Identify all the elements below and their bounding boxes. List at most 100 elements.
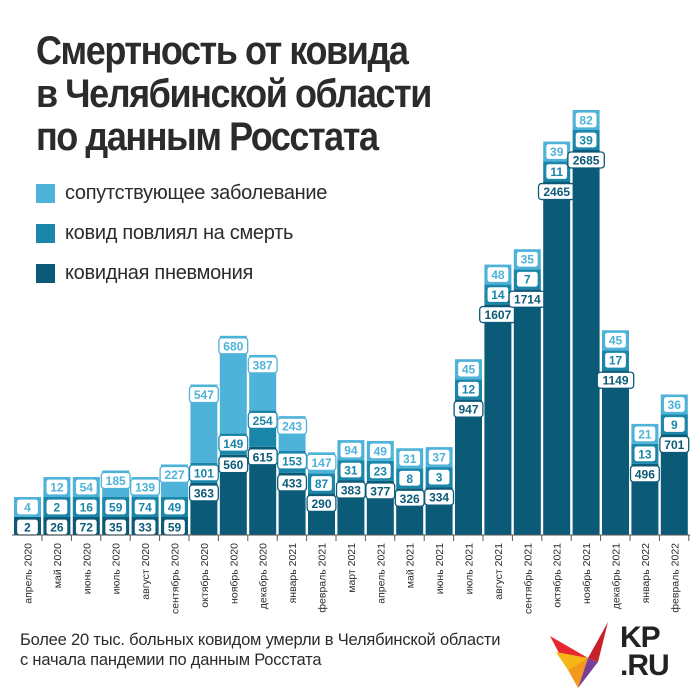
label-contributed-14: 3 xyxy=(436,471,443,485)
label-contributed-11: 31 xyxy=(344,464,358,478)
legend-item-comorbidity: сопутствующее заболевание xyxy=(36,180,327,206)
x-tick-label-4: август 2020 xyxy=(140,543,152,600)
label-contributed-6-box xyxy=(188,464,219,482)
label-comorbidity-13-box xyxy=(398,449,422,467)
label-pneumonia-19-box xyxy=(567,151,605,169)
label-contributed-1-box xyxy=(45,498,69,516)
bar-pneumonia-20 xyxy=(602,370,629,535)
label-pneumonia-6-box xyxy=(188,484,219,502)
label-contributed-20: 17 xyxy=(609,354,623,368)
label-contributed-1: 2 xyxy=(54,501,61,515)
x-tick-label-10: февраль 2021 xyxy=(317,543,329,613)
x-tick-label-0: апрель 2020 xyxy=(23,543,35,604)
bird-logo-icon xyxy=(550,622,608,688)
label-pneumonia-5: 59 xyxy=(168,521,182,535)
label-comorbidity-18-box xyxy=(545,142,569,161)
label-comorbidity-20: 45 xyxy=(609,334,623,348)
label-comorbidity-6-box xyxy=(188,385,219,404)
label-comorbidity-13: 31 xyxy=(403,452,417,466)
label-contributed-15-box xyxy=(456,380,481,398)
x-tick-label-15: июль 2021 xyxy=(464,543,476,595)
label-contributed-15: 12 xyxy=(462,383,476,397)
x-tick-label-7: ноябрь 2020 xyxy=(228,543,240,604)
label-contributed-2: 16 xyxy=(80,501,94,515)
label-contributed-20-box xyxy=(603,351,628,369)
label-contributed-18: 11 xyxy=(550,165,563,179)
label-pneumonia-9-box xyxy=(277,474,308,492)
label-comorbidity-21-box xyxy=(633,425,657,443)
label-comorbidity-2-box xyxy=(74,478,98,496)
logo-line-2: .RU xyxy=(620,649,670,682)
label-contributed-12: 23 xyxy=(374,464,388,478)
label-pneumonia-8: 615 xyxy=(253,450,273,464)
x-tick-label-19: ноябрь 2021 xyxy=(581,543,593,604)
label-pneumonia-10: 290 xyxy=(311,497,331,511)
label-pneumonia-17: 1714 xyxy=(514,293,541,307)
label-comorbidity-1: 12 xyxy=(50,481,64,495)
x-tick-label-9: январь 2021 xyxy=(287,543,299,604)
x-tick-label-2: июнь 2020 xyxy=(81,543,93,594)
x-tick-label-21: январь 2022 xyxy=(640,543,652,604)
x-tick-label-3: июль 2020 xyxy=(111,543,123,595)
label-pneumonia-21-box xyxy=(629,465,660,483)
legend-swatch-covid-contributed xyxy=(36,223,55,243)
label-pneumonia-18: 2465 xyxy=(543,185,570,199)
label-comorbidity-22: 36 xyxy=(668,398,682,412)
label-contributed-8: 254 xyxy=(253,414,273,428)
label-comorbidity-8-box xyxy=(247,356,278,374)
label-contributed-22: 9 xyxy=(671,418,678,432)
x-tick-label-22: февраль 2022 xyxy=(669,543,681,613)
label-contributed-12-box xyxy=(368,462,392,480)
label-comorbidity-20-box xyxy=(603,331,628,349)
label-comorbidity-11: 94 xyxy=(344,444,358,458)
label-pneumonia-16: 1607 xyxy=(485,308,512,322)
label-pneumonia-21: 496 xyxy=(635,467,655,481)
label-contributed-13-box xyxy=(398,469,422,487)
label-contributed-7-box xyxy=(218,434,249,452)
label-comorbidity-16: 48 xyxy=(491,268,505,282)
label-pneumonia-7: 560 xyxy=(223,458,243,472)
label-contributed-14-box xyxy=(427,468,451,486)
label-comorbidity-8: 387 xyxy=(253,358,273,372)
legend-swatch-covid-pneumonia xyxy=(36,263,55,283)
label-pneumonia-6: 363 xyxy=(194,486,214,500)
label-comorbidity-5: 227 xyxy=(164,468,184,482)
footnote-line-2: с начала пандемии по данным Росстата xyxy=(20,651,322,669)
x-tick-label-8: декабрь 2020 xyxy=(258,543,270,609)
label-comorbidity-7: 680 xyxy=(223,339,243,353)
label-comorbidity-3: 185 xyxy=(106,474,126,488)
title-line-2: в Челябинской области xyxy=(36,72,432,116)
label-comorbidity-12: 49 xyxy=(374,444,388,458)
label-pneumonia-15-box xyxy=(453,400,484,418)
label-contributed-4: 74 xyxy=(138,501,152,515)
label-comorbidity-9: 243 xyxy=(282,420,302,434)
bar-pneumonia-16 xyxy=(484,304,512,535)
label-comorbidity-19-box xyxy=(574,111,598,129)
legend-item-covid-contributed: ковид повлиял на смерть xyxy=(36,220,293,246)
x-tick-label-16: август 2021 xyxy=(493,543,505,600)
footnote: Более 20 тыс. больных ковидом умерли в Ч… xyxy=(20,630,540,670)
label-contributed-21: 13 xyxy=(638,447,652,461)
label-contributed-13: 8 xyxy=(406,472,413,486)
label-contributed-10-box xyxy=(309,474,334,493)
label-pneumonia-7-box xyxy=(218,456,249,474)
label-contributed-3-box xyxy=(104,498,128,516)
label-contributed-9: 153 xyxy=(282,454,302,468)
label-comorbidity-14-box xyxy=(427,448,451,466)
label-pneumonia-3: 35 xyxy=(109,521,123,535)
label-comorbidity-4-box xyxy=(130,478,161,496)
label-pneumonia-20: 1149 xyxy=(602,374,628,388)
x-tick-label-5: сентябрь 2020 xyxy=(170,543,182,614)
label-comorbidity-2: 54 xyxy=(80,481,94,495)
legend-label-covid-contributed: ковид повлиял на смерть xyxy=(65,221,294,244)
label-contributed-2-box xyxy=(74,498,98,516)
label-pneumonia-10-box xyxy=(306,494,337,513)
label-comorbidity-14: 37 xyxy=(432,451,446,465)
label-contributed-5-box xyxy=(162,498,187,516)
label-comorbidity-17: 35 xyxy=(521,253,535,267)
label-pneumonia-14: 334 xyxy=(429,491,449,505)
x-tick-label-20: декабрь 2021 xyxy=(611,543,623,609)
label-comorbidity-21: 21 xyxy=(638,427,652,441)
label-contributed-22-box xyxy=(662,415,686,434)
